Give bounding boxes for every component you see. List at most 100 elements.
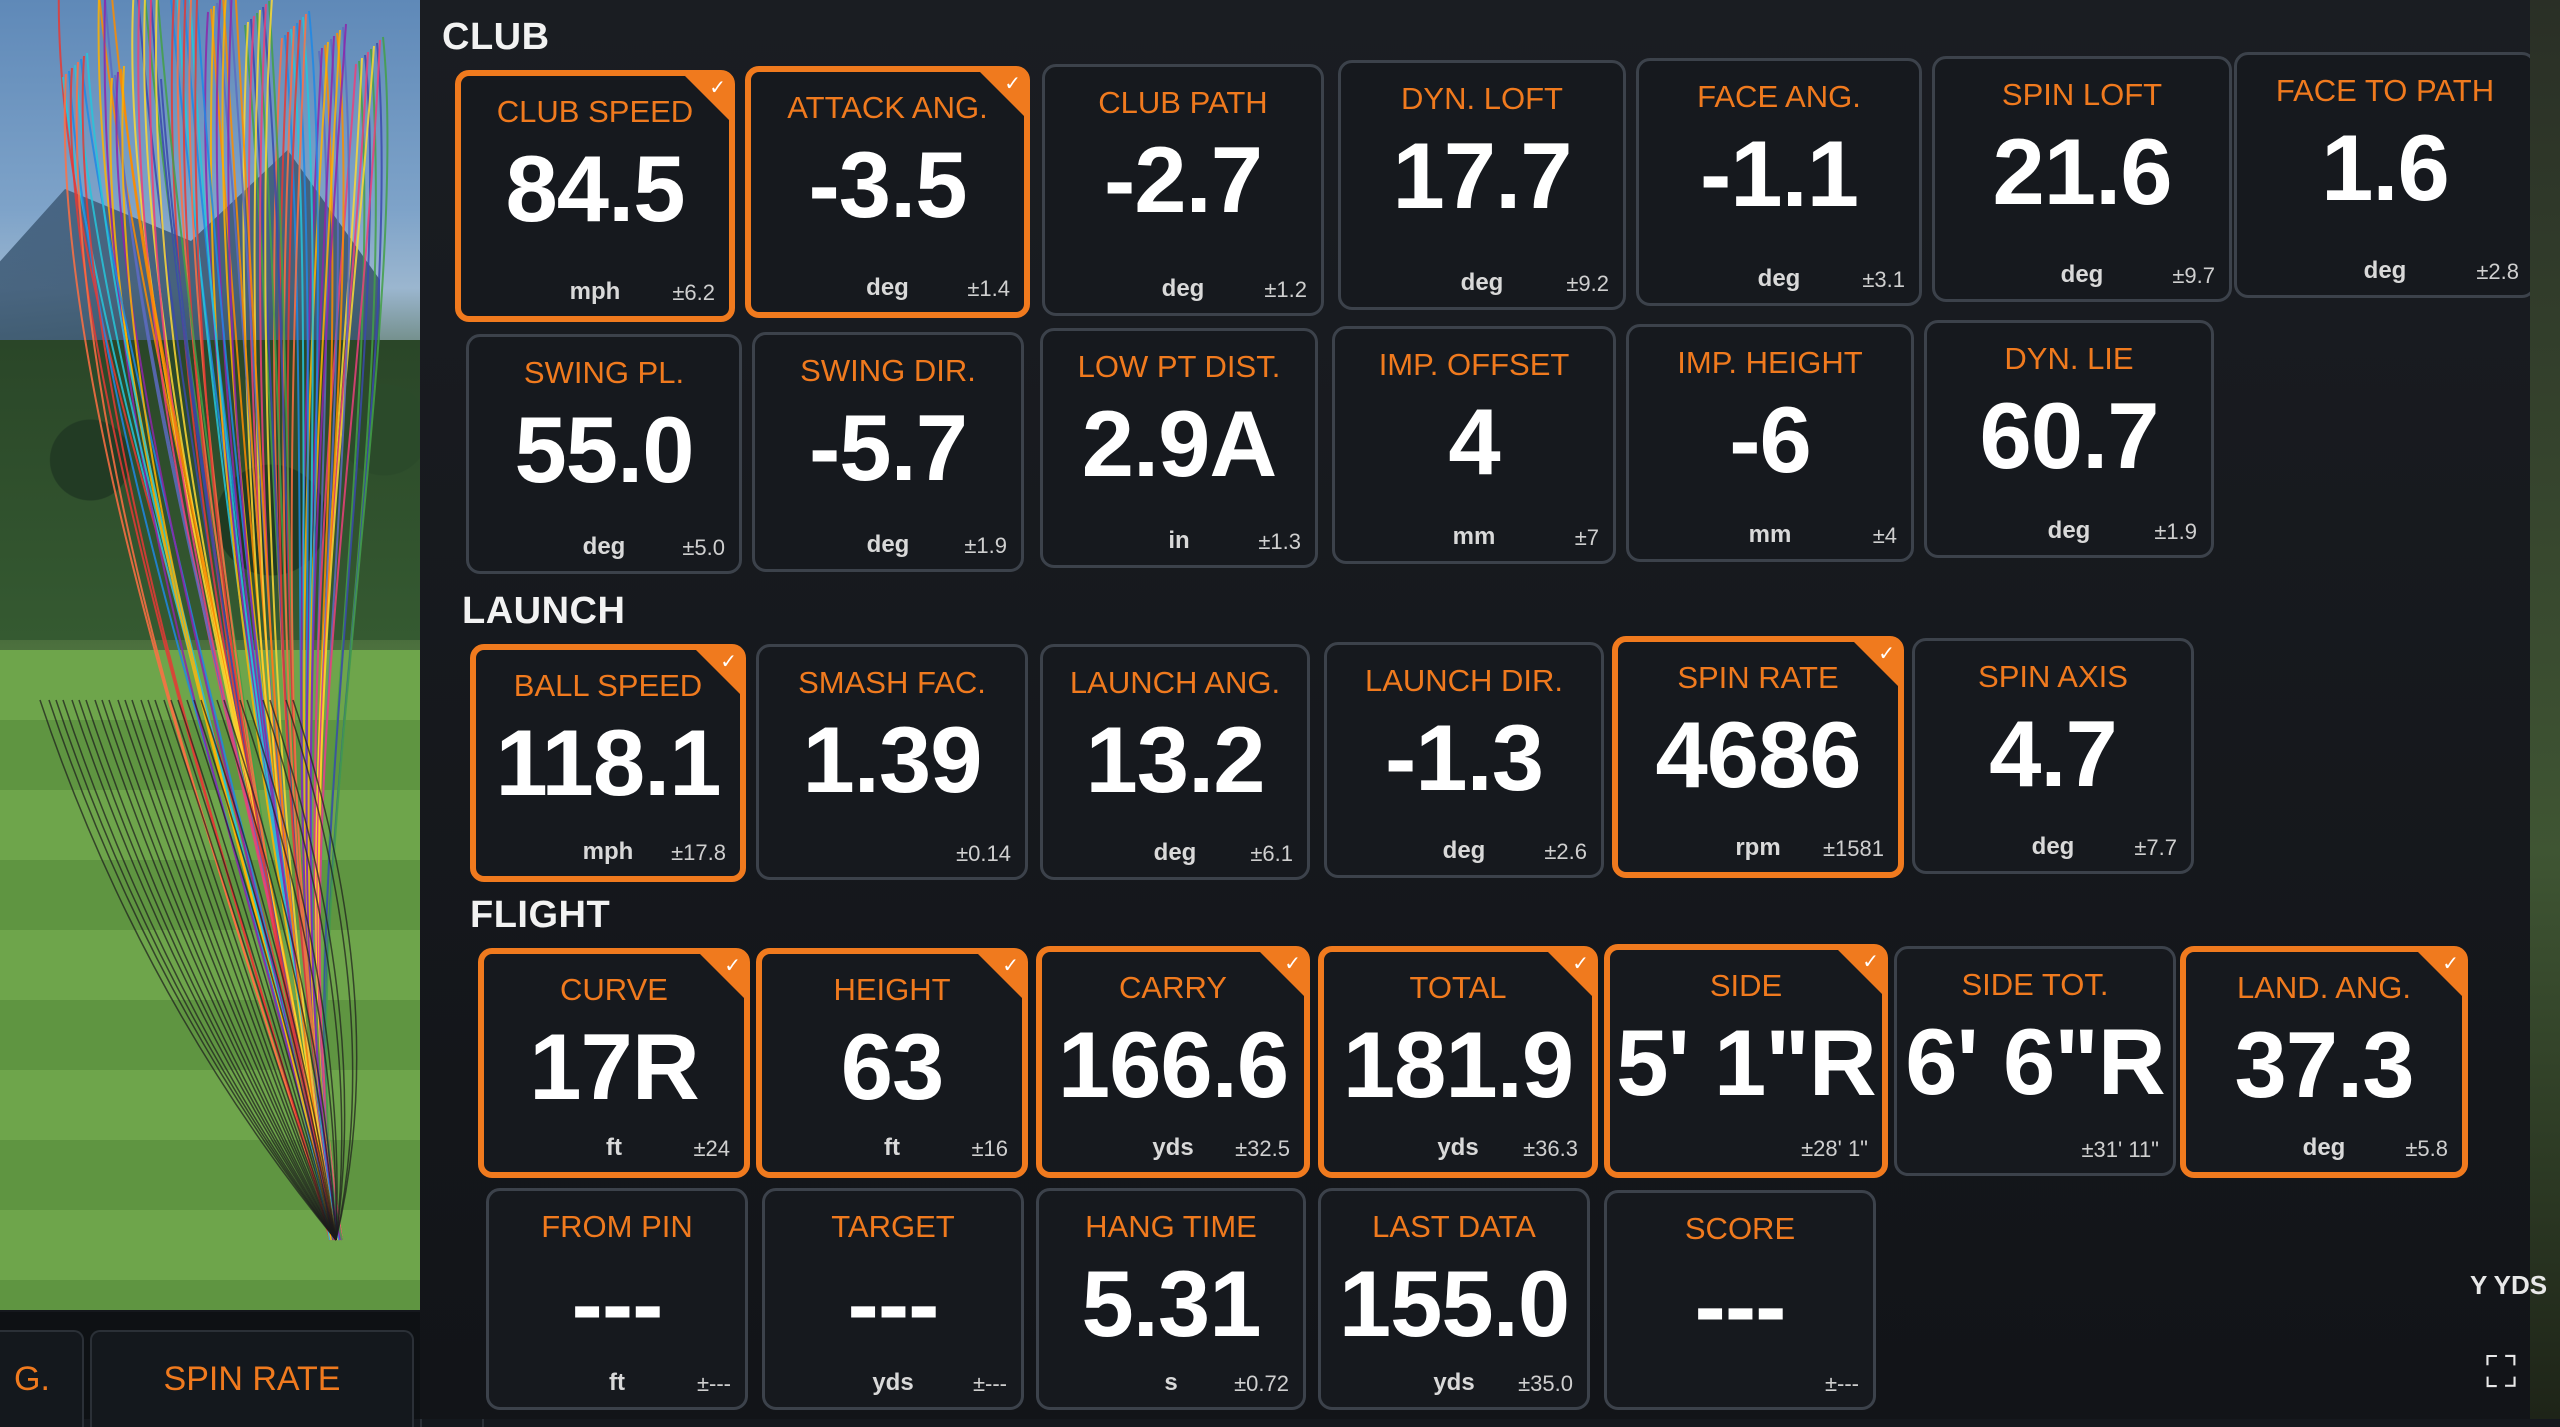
metric-tile-dyn-lie[interactable]: DYN. LIE 60.7 deg ±1.9 [1924,320,2214,558]
metric-tile-launch-dir[interactable]: LAUNCH DIR. -1.3 deg ±2.6 [1324,642,1604,878]
shot-shadow-line [163,699,337,1241]
metric-tile-imp-height[interactable]: IMP. HEIGHT -6 mm ±4 [1626,324,1914,562]
metric-tile-spin-rate[interactable]: ✓ SPIN RATE 4686 rpm ±1581 [1612,636,1904,878]
metric-tile-ball-speed[interactable]: ✓ BALL SPEED 118.1 mph ±17.8 [470,644,746,882]
metric-unit: ft [606,1134,622,1161]
metric-label: IMP. OFFSET [1378,347,1570,382]
metric-unit: deg [2031,833,2075,860]
metric-tile-club-path[interactable]: CLUB PATH -2.7 deg ±1.2 [1042,64,1324,316]
metric-deviation: ±31' 11" [2081,1137,2159,1162]
metric-tile-smash-fac[interactable]: SMASH FAC. 1.39 ±0.14 [756,644,1028,880]
right-scene-edge [2530,0,2560,1419]
metric-tile-carry[interactable]: ✓ CARRY 166.6 yds ±32.5 [1036,946,1310,1178]
metric-tile-club-speed[interactable]: ✓ CLUB SPEED 84.5 mph ±6.2 [455,70,735,322]
metric-tile-imp-offset[interactable]: IMP. OFFSET 4 mm ±7 [1332,326,1616,564]
metric-value: -2.7 [1104,127,1263,232]
metric-tile-last-data[interactable]: LAST DATA 155.0 yds ±35.0 [1318,1188,1590,1410]
shot-tracer-line [324,42,383,1241]
metric-tile-attack-ang[interactable]: ✓ ATTACK ANG. -3.5 deg ±1.4 [745,66,1030,318]
metric-tile-from-pin[interactable]: FROM PIN --- ft ±--- [486,1188,748,1410]
tab-partial-left-label: G. [14,1360,50,1398]
tab-spin-rate-label: SPIN RATE [163,1360,341,1398]
units-label: Y YDS [2470,1270,2548,1300]
metric-tile-height[interactable]: ✓ HEIGHT 63 ft ±16 [756,948,1028,1178]
metric-value: 4.7 [1989,701,2118,806]
check-icon: ✓ [1878,641,1895,665]
metric-value: 17R [529,1014,699,1119]
section-club: CLUB [442,16,550,58]
metric-label: FACE TO PATH [2275,73,2495,108]
metric-tile-launch-ang[interactable]: LAUNCH ANG. 13.2 deg ±6.1 [1040,644,1310,880]
shot-tracer-line [264,0,339,1241]
metric-tile-curve[interactable]: ✓ CURVE 17R ft ±24 [478,948,750,1178]
metric-tile-face-to-path[interactable]: FACE TO PATH 1.6 deg ±2.8 [2234,52,2536,298]
shot-tracer-line [103,0,333,1241]
metric-deviation: ±9.7 [2172,263,2215,288]
metric-unit: deg [1153,839,1197,866]
metric-label: BALL SPEED [513,668,703,703]
section-launch: LAUNCH [462,590,626,632]
metric-label: SWING PL. [523,355,685,390]
metric-label: SCORE [1684,1211,1796,1246]
metric-tile-side[interactable]: ✓ SIDE 5' 1"R ±28' 1" [1604,944,1888,1178]
metric-label: IMP. HEIGHT [1677,345,1863,380]
metric-tile-low-pt-dist[interactable]: LOW PT DIST. 2.9A in ±1.3 [1040,328,1318,568]
metric-tile-hang-time[interactable]: HANG TIME 5.31 s ±0.72 [1036,1188,1306,1410]
metric-tile-total[interactable]: ✓ TOTAL 181.9 yds ±36.3 [1318,946,1598,1178]
shot-shadow-line [55,699,337,1241]
metric-deviation: ±2.6 [1544,839,1587,864]
metric-value: -1.3 [1385,705,1544,810]
shot-shadow-line [71,699,337,1241]
metric-unit: deg [2060,261,2104,288]
metric-value: 4 [1448,389,1500,494]
shot-tracer-line [121,65,333,1241]
shot-shadow-line [117,699,337,1241]
expand-icon[interactable]: ⛶ [2485,1347,2517,1398]
tab-spin-rate[interactable]: SPIN RATE [90,1330,414,1427]
shot-tracer-line [290,13,340,1241]
shot-shadow-line [177,699,337,1241]
metric-tile-swing-pl[interactable]: SWING PL. 55.0 deg ±5.0 [466,334,742,574]
metric-unit: s [1164,1369,1178,1396]
metric-tile-side-tot[interactable]: SIDE TOT. 6' 6"R ±31' 11" [1894,946,2176,1176]
metric-deviation: ±4 [1872,523,1897,548]
metric-deviation: ±9.2 [1566,271,1609,296]
metric-tile-score[interactable]: SCORE --- ±--- [1604,1190,1876,1410]
metric-label: FACE ANG. [1697,79,1861,114]
metric-tile-target[interactable]: TARGET --- yds ±--- [762,1188,1024,1410]
shot-shadow-line [292,699,358,1241]
metric-tile-swing-dir[interactable]: SWING DIR. -5.7 deg ±1.9 [752,332,1024,572]
metric-value: --- [1694,1253,1787,1358]
shot-shadow-line [246,699,338,1241]
metric-tile-face-ang[interactable]: FACE ANG. -1.1 deg ±3.1 [1636,58,1922,306]
metric-deviation: ±--- [1824,1371,1859,1396]
shot-shadow-line [170,699,337,1241]
shot-shadow-line [62,699,337,1241]
shot-shadow-line [39,699,337,1241]
metric-deviation: ±24 [693,1136,730,1161]
tab-partial-left[interactable]: G. [0,1330,84,1427]
metric-label: SPIN AXIS [1978,659,2128,694]
metric-label: LAND. ANG. [2237,970,2411,1005]
metric-deviation: ±1.2 [1264,277,1307,302]
metric-unit: mph [582,838,634,865]
metric-value: 1.39 [802,707,983,812]
shot-shadow-line [193,699,337,1241]
metric-unit: deg [1460,269,1504,296]
metric-tile-spin-axis[interactable]: SPIN AXIS 4.7 deg ±7.7 [1912,638,2194,874]
metric-unit: rpm [1735,834,1781,861]
shot-shadow-line [216,699,337,1241]
metric-label: LAUNCH DIR. [1364,663,1564,698]
metric-label: SWING DIR. [800,353,976,388]
metric-deviation: ±5.8 [2405,1136,2448,1161]
metric-tile-dyn-loft[interactable]: DYN. LOFT 17.7 deg ±9.2 [1338,60,1626,310]
metric-label: LOW PT DIST. [1077,349,1281,384]
metric-unit: deg [866,274,909,301]
check-icon: ✓ [720,649,737,673]
metric-tile-land-ang[interactable]: ✓ LAND. ANG. 37.3 deg ±5.8 [2180,946,2468,1178]
metric-tile-spin-loft[interactable]: SPIN LOFT 21.6 deg ±9.7 [1932,56,2232,302]
shot-shadow-line [223,699,337,1241]
shot-tracer-line [309,23,347,1241]
metric-unit: deg [1161,275,1205,302]
metric-deviation: ±--- [972,1371,1007,1396]
